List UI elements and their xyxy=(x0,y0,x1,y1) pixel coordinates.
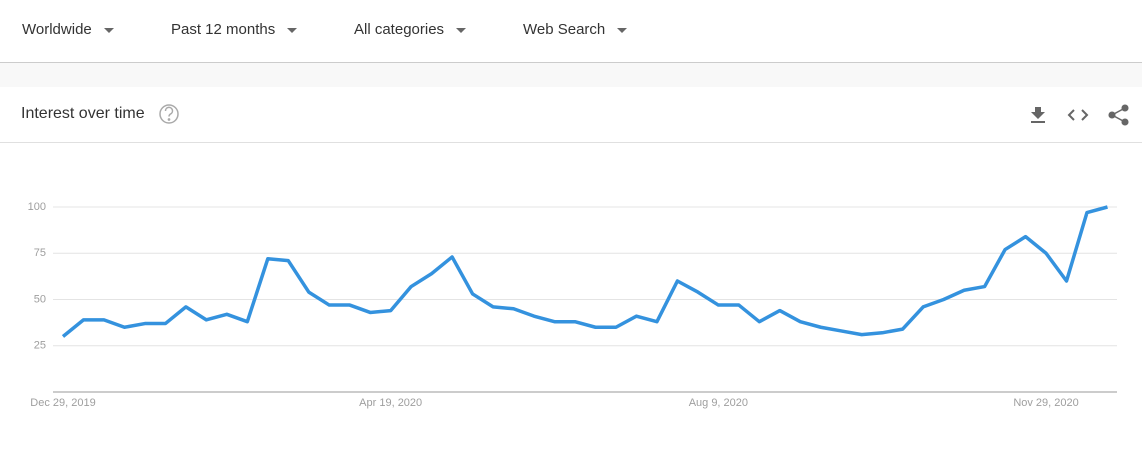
x-tick-label: Nov 29, 2020 xyxy=(1013,397,1078,409)
toolbar: Worldwide Past 12 months All categories … xyxy=(0,0,1142,63)
header-divider xyxy=(0,142,1142,143)
region-dropdown[interactable]: Worldwide xyxy=(22,21,114,38)
y-tick-label: 25 xyxy=(34,340,46,352)
card-title: Interest over time xyxy=(21,105,145,122)
search-type-dropdown[interactable]: Web Search xyxy=(523,21,627,38)
y-tick-label: 75 xyxy=(34,247,46,259)
trend-line xyxy=(61,205,1108,338)
x-tick-label: Apr 19, 2020 xyxy=(359,397,422,409)
y-tick-label: 100 xyxy=(28,201,46,213)
separator-band xyxy=(0,63,1142,87)
category-dropdown[interactable]: All categories xyxy=(354,21,466,38)
x-tick-label: Aug 9, 2020 xyxy=(689,397,748,409)
y-tick-label: 50 xyxy=(34,293,46,305)
time-dropdown[interactable]: Past 12 months xyxy=(171,21,297,38)
x-tick-label: Dec 29, 2019 xyxy=(30,397,95,409)
